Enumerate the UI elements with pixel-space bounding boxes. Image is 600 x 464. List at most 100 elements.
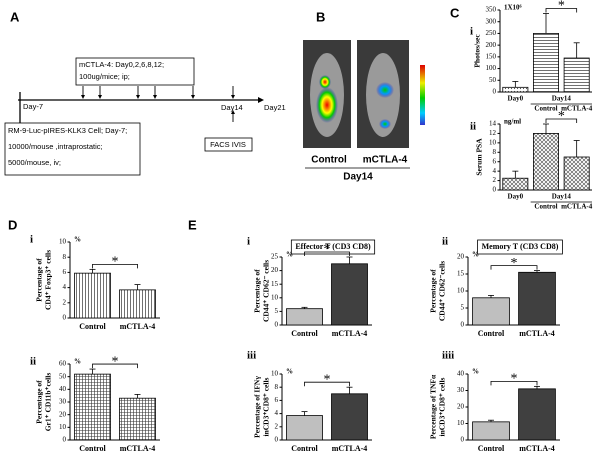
bar bbox=[119, 397, 156, 441]
y-tick-label: 10 bbox=[59, 238, 67, 246]
y-tick-label: 100 bbox=[486, 64, 497, 72]
y-axis-label: Percentage of bbox=[429, 269, 438, 313]
image-label: mCTLA-4 bbox=[363, 155, 408, 166]
y-tick-label: 6 bbox=[275, 396, 279, 404]
axis bbox=[499, 10, 592, 93]
significance-star: * bbox=[112, 255, 119, 270]
panel-letter: B bbox=[316, 9, 325, 24]
signal bbox=[316, 87, 338, 123]
unit-label: % bbox=[472, 368, 479, 376]
panel-sublabel: i bbox=[30, 234, 33, 246]
y-tick-label: 0 bbox=[63, 314, 67, 322]
y-tick-label: 25 bbox=[271, 253, 279, 261]
y-tick-label: 0 bbox=[275, 436, 279, 444]
x-tick-label: Control bbox=[534, 203, 557, 211]
y-axis-label: Percentage of TNFα bbox=[429, 374, 438, 439]
x-tick-label: mCTLA-4 bbox=[120, 322, 156, 331]
x-tick-label: mCTLA-4 bbox=[332, 329, 368, 338]
y-tick-label: 2 bbox=[275, 422, 279, 430]
bar bbox=[286, 415, 323, 441]
y-tick-label: 20 bbox=[457, 253, 465, 261]
y-tick-label: 0 bbox=[493, 186, 497, 194]
group-label: Day14 bbox=[552, 193, 572, 201]
bar bbox=[563, 156, 590, 191]
y-tick-label: 0 bbox=[275, 321, 279, 329]
signal bbox=[379, 119, 391, 129]
y-tick-label: 350 bbox=[486, 6, 497, 14]
bar bbox=[472, 421, 510, 441]
panel-letter: D bbox=[8, 217, 17, 232]
day-label: Day-7 bbox=[23, 102, 43, 111]
bar bbox=[563, 57, 590, 93]
bar bbox=[502, 86, 529, 93]
y-tick-label: 10 bbox=[271, 370, 279, 378]
panel-sublabel: ii bbox=[30, 356, 36, 368]
x-tick-label: Control bbox=[478, 444, 505, 453]
assay-text: FACS IVIS bbox=[210, 140, 246, 149]
y-tick-label: 4 bbox=[275, 409, 279, 417]
panel-sublabel: iiii bbox=[442, 350, 454, 362]
significance-bracket bbox=[304, 381, 350, 387]
bar bbox=[533, 33, 559, 93]
significance-bracket bbox=[92, 263, 138, 269]
panel-sublabel: ii bbox=[442, 236, 448, 248]
x-tick-label: mCTLA-4 bbox=[120, 444, 156, 453]
y-tick-label: 5 bbox=[275, 307, 279, 315]
y-tick-label: 40 bbox=[457, 370, 465, 378]
y-axis-label: inCD3⁺CD8⁺ cells bbox=[438, 377, 447, 436]
cells-text: 10000/mouse ,intraprostatic; bbox=[8, 142, 103, 151]
y-tick-label: 10 bbox=[457, 419, 465, 427]
signal bbox=[376, 82, 394, 98]
significance-bracket bbox=[490, 265, 538, 270]
bar bbox=[533, 133, 559, 191]
y-axis-label: Photos/sec bbox=[473, 34, 482, 68]
y-tick-label: 4 bbox=[493, 167, 497, 175]
x-tick-label: mCTLA-4 bbox=[561, 203, 593, 211]
x-tick-label: mCTLA-4 bbox=[332, 444, 368, 453]
panel-sublabel: i bbox=[470, 26, 473, 38]
y-tick-label: 20 bbox=[457, 403, 465, 411]
panel-letter: E bbox=[188, 217, 197, 232]
y-tick-label: 5 bbox=[461, 304, 465, 312]
treatment-text: 100ug/mice; ip; bbox=[79, 72, 130, 81]
imaging: Control mCTLA-4 Day14 bbox=[303, 40, 425, 183]
bar bbox=[331, 263, 368, 326]
y-tick-label: 15 bbox=[271, 280, 279, 288]
y-tick-label: 8 bbox=[493, 148, 497, 156]
y-tick-label: 6 bbox=[493, 157, 497, 165]
x-tick-label: Control bbox=[291, 329, 318, 338]
bar bbox=[74, 272, 111, 319]
y-axis-label: CD4⁺ Foxp3⁺ cells bbox=[44, 250, 53, 310]
y-tick-label: 8 bbox=[63, 253, 67, 261]
axis-arrow bbox=[258, 97, 264, 103]
bar bbox=[518, 388, 556, 441]
y-axis-label: Serum PSA bbox=[475, 138, 484, 176]
significance-star: * bbox=[324, 242, 331, 257]
y-tick-label: 60 bbox=[59, 360, 67, 368]
bar bbox=[286, 308, 323, 326]
y-tick-label: 250 bbox=[486, 29, 497, 37]
y-tick-label: 50 bbox=[489, 76, 497, 84]
image-group-label: Day14 bbox=[343, 172, 373, 183]
significance-bracket bbox=[490, 380, 538, 386]
cells-text: RM-9-Luc-pIRES-KLK3 Cell; Day-7; bbox=[8, 126, 127, 135]
y-tick-label: 12 bbox=[489, 129, 497, 137]
y-tick-label: 4 bbox=[63, 283, 67, 291]
unit-label: % bbox=[286, 368, 293, 376]
significance-star: * bbox=[511, 256, 518, 271]
significance-bracket bbox=[545, 8, 578, 13]
unit-label: % bbox=[472, 251, 479, 259]
panel-sublabel: iii bbox=[247, 350, 256, 362]
y-tick-label: 30 bbox=[457, 386, 465, 394]
y-tick-label: 10 bbox=[271, 293, 279, 301]
y-tick-label: 50 bbox=[59, 372, 67, 380]
unit-label: % bbox=[74, 358, 81, 366]
x-tick-label: Control bbox=[534, 105, 557, 113]
x-tick-label: Day0 bbox=[508, 193, 524, 201]
y-tick-label: 300 bbox=[486, 17, 497, 25]
y-tick-label: 30 bbox=[59, 398, 67, 406]
bar bbox=[472, 297, 510, 326]
treatment-text: mCTLA-4: Day0,2,6,8,12; bbox=[79, 60, 164, 69]
y-axis-label: CD44⁺ CD62⁻ cells bbox=[262, 260, 271, 322]
